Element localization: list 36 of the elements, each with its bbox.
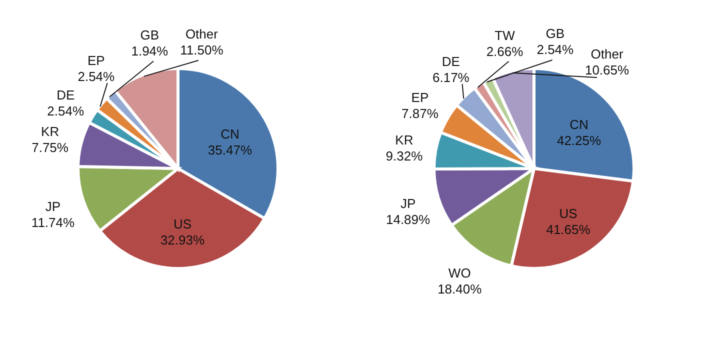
data-label: 14.89% bbox=[386, 212, 431, 227]
data-label: 32.93% bbox=[160, 232, 205, 248]
data-label: 11.74% bbox=[31, 214, 75, 230]
slice-label: US bbox=[173, 216, 192, 232]
slice-label: JP bbox=[45, 198, 61, 214]
data-label: 42.25% bbox=[556, 132, 602, 148]
data-label: 2.54% bbox=[78, 68, 116, 84]
data-label: 7.75% bbox=[32, 140, 69, 156]
data-label: 10.65% bbox=[584, 62, 630, 78]
data-label: 18.40% bbox=[438, 282, 482, 297]
slice-label: TW bbox=[494, 28, 516, 43]
slice-label: GB bbox=[546, 26, 565, 42]
slice-label: Other bbox=[185, 26, 219, 42]
slice-label: EP bbox=[411, 90, 429, 105]
slice-label: DE bbox=[442, 54, 460, 69]
slice-label: GB bbox=[140, 28, 160, 43]
data-label: 35.47% bbox=[208, 142, 252, 158]
slice-label: DE bbox=[56, 87, 75, 102]
data-label: 11.50% bbox=[180, 42, 224, 58]
data-label: 2.66% bbox=[486, 44, 524, 59]
slice-label: KR bbox=[395, 132, 414, 148]
slice-label: CN bbox=[570, 116, 588, 132]
slice-label: KR bbox=[41, 124, 60, 140]
slice-label: US bbox=[559, 206, 578, 221]
data-label: 1.94% bbox=[131, 44, 169, 59]
slice-label: WO bbox=[448, 266, 471, 281]
slice-label: EP bbox=[88, 52, 105, 68]
slice-label: JP bbox=[400, 196, 416, 211]
data-label: 7.87% bbox=[402, 106, 439, 121]
data-label: 2.54% bbox=[47, 103, 84, 118]
slice-label: Other bbox=[590, 46, 624, 62]
data-label: 6.17% bbox=[432, 70, 470, 85]
slice-label: CN bbox=[220, 126, 240, 142]
data-label: 41.65% bbox=[546, 222, 591, 237]
data-label: 2.54% bbox=[536, 42, 574, 58]
data-label: 9.32% bbox=[386, 148, 424, 164]
